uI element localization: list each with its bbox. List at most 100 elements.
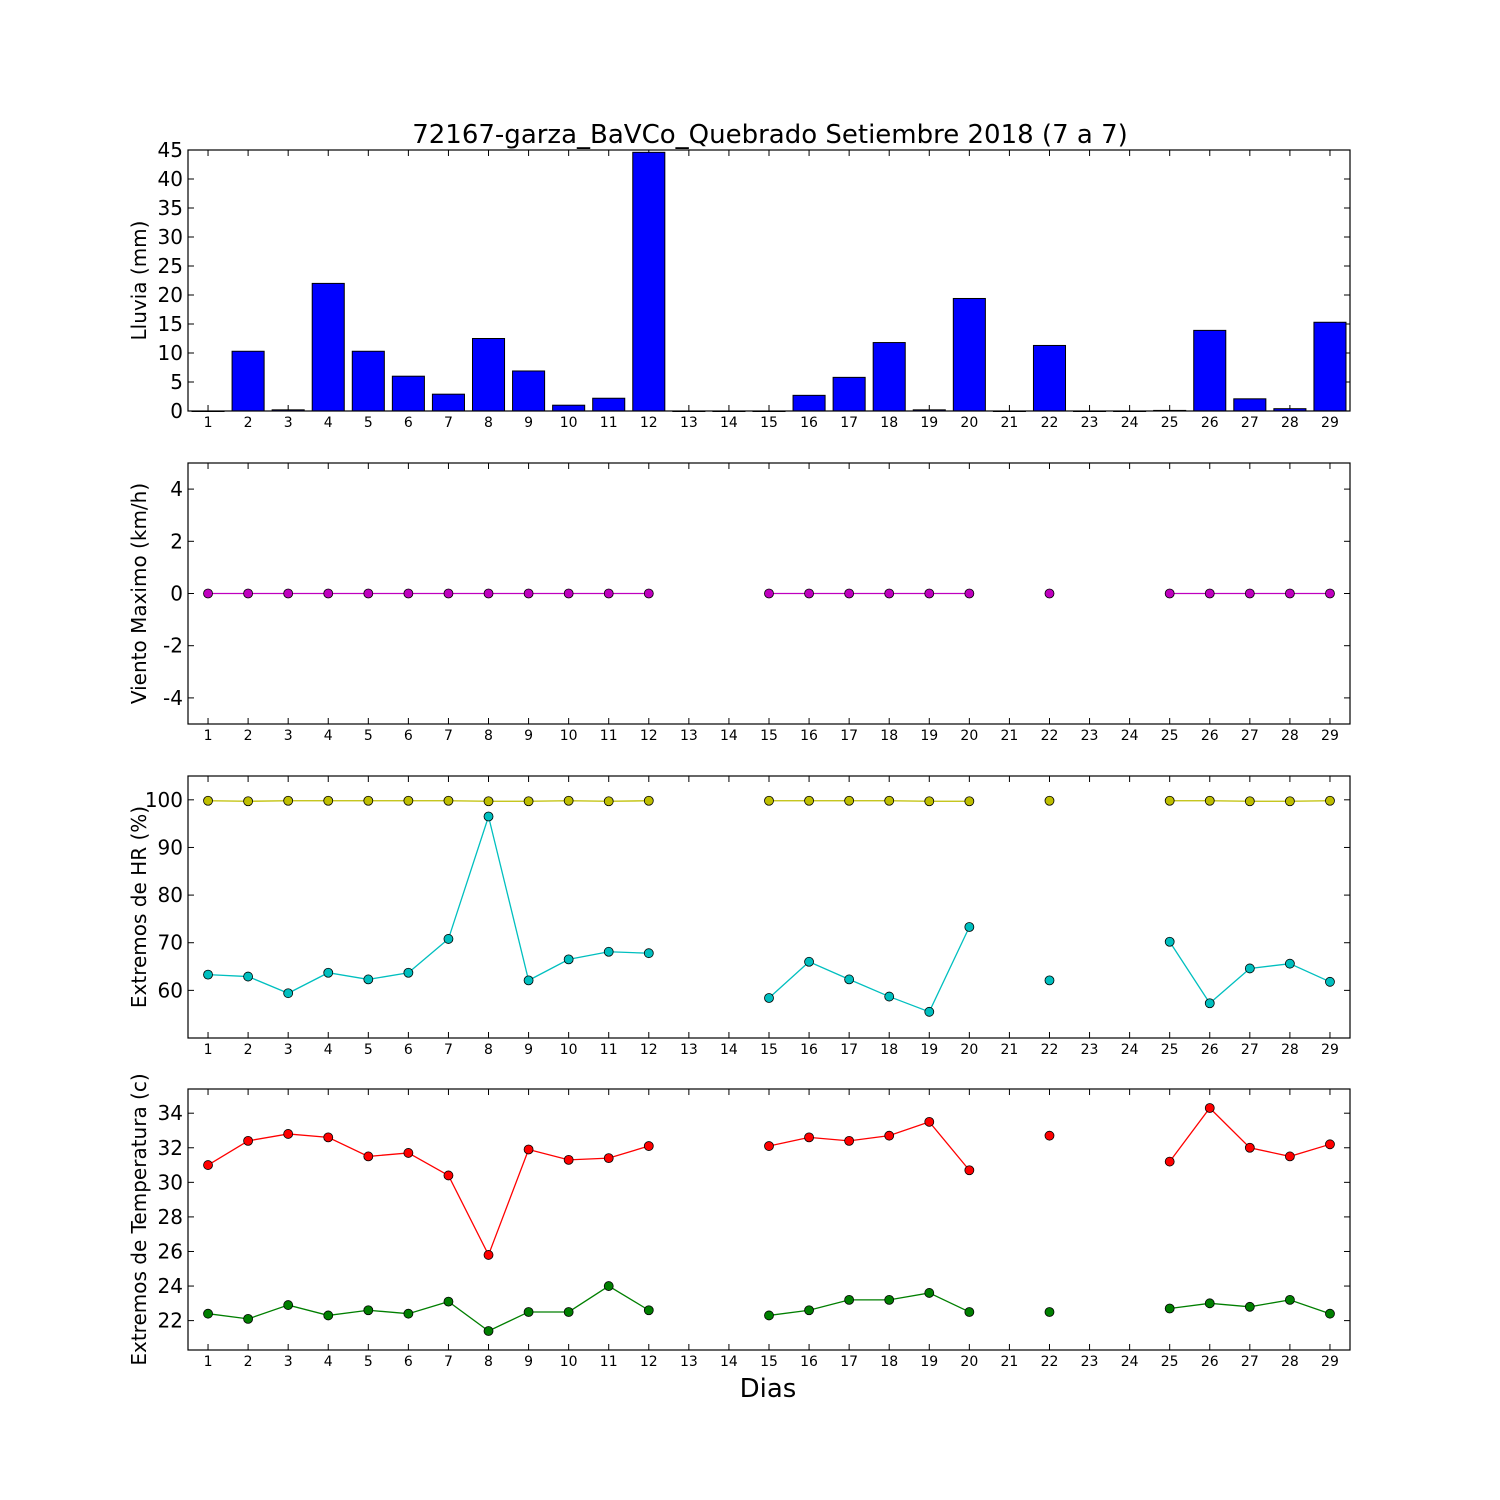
data-point (603, 1281, 614, 1291)
data-point (804, 1132, 814, 1143)
data-point (1284, 1151, 1295, 1162)
x-tick-label: 10 (560, 415, 578, 431)
x-tick-label: 10 (560, 1354, 578, 1370)
x-tick-label: 13 (680, 415, 698, 431)
y-tick-label: 80 (158, 883, 183, 907)
x-tick-label: 2 (244, 1042, 253, 1058)
data-point (844, 1135, 855, 1146)
data-point (643, 948, 654, 959)
series-line (768, 1292, 970, 1317)
data-point (403, 1148, 414, 1158)
bar (512, 370, 546, 412)
data-point (403, 588, 414, 599)
data-point (1284, 588, 1295, 599)
data-point (1044, 1130, 1055, 1141)
data-point (643, 795, 654, 806)
data-point (283, 588, 294, 599)
data-point (283, 988, 294, 999)
x-tick-label: 15 (760, 1354, 778, 1370)
x-tick-label: 23 (1081, 728, 1099, 744)
x-tick-label: 25 (1161, 728, 1179, 744)
y-tick-label: 25 (158, 254, 183, 278)
data-point (443, 934, 454, 944)
x-tick-label: 3 (284, 728, 293, 744)
x-tick-label: 26 (1201, 1042, 1219, 1058)
series-line (768, 1121, 970, 1171)
data-point (323, 795, 334, 806)
data-point (1164, 1156, 1175, 1167)
data-point (483, 811, 494, 822)
x-tick-label: 5 (364, 1354, 373, 1370)
data-point (643, 1141, 654, 1151)
data-point (1164, 936, 1175, 947)
x-tick-label: 1 (204, 1354, 213, 1370)
data-point (964, 796, 975, 807)
data-point (643, 588, 654, 599)
x-tick-label: 14 (720, 1042, 738, 1058)
data-point (1044, 795, 1055, 806)
data-point (924, 796, 935, 807)
x-tick-label: 29 (1321, 1354, 1339, 1370)
x-tick-label: 28 (1281, 728, 1299, 744)
y-tick-label: 10 (158, 341, 183, 365)
data-point (523, 1307, 534, 1317)
x-tick-label: 28 (1281, 1042, 1299, 1058)
y-tick-label: 2 (170, 529, 183, 553)
x-tick-label: 11 (600, 1042, 618, 1058)
data-point (403, 1308, 414, 1319)
data-point (764, 795, 774, 806)
bar (1233, 398, 1267, 412)
x-tick-label: 27 (1241, 1354, 1259, 1370)
data-point (1204, 588, 1215, 599)
y-tick-label: 0 (170, 399, 183, 423)
data-point (1204, 998, 1215, 1009)
data-point (1164, 588, 1175, 599)
data-point (1325, 976, 1335, 987)
x-tick-label: 28 (1281, 1354, 1299, 1370)
y-tick-label: 26 (158, 1239, 183, 1263)
data-point (203, 795, 213, 806)
data-point (363, 588, 374, 599)
x-tick-label: 9 (524, 1354, 533, 1370)
data-point (1325, 1308, 1335, 1319)
x-tick-label: 22 (1041, 1042, 1059, 1058)
x-tick-label: 18 (880, 1042, 898, 1058)
data-point (884, 1294, 895, 1305)
data-point (523, 1144, 534, 1155)
data-point (884, 1130, 895, 1141)
y-axis-label: Viento Maximo (km/h) (127, 483, 151, 704)
x-tick-label: 1 (204, 1042, 213, 1058)
data-point (764, 1310, 774, 1321)
x-tick-label: 12 (640, 1042, 658, 1058)
data-point (483, 796, 494, 807)
x-tick-label: 20 (960, 728, 978, 744)
data-point (243, 796, 254, 807)
y-tick-label: 24 (158, 1274, 183, 1298)
data-point (483, 588, 494, 599)
y-axis-label: Extremos de HR (%) (127, 806, 151, 1008)
data-point (563, 1154, 574, 1165)
x-tick-label: 5 (364, 728, 373, 744)
bar (431, 393, 465, 412)
y-tick-label: 28 (158, 1205, 183, 1229)
data-point (483, 1250, 494, 1260)
y-tick-label: 30 (158, 225, 183, 249)
x-tick-label: 15 (760, 415, 778, 431)
data-point (283, 1300, 294, 1310)
data-point (1284, 1294, 1295, 1305)
x-tick-label: 14 (720, 728, 738, 744)
data-point (283, 795, 294, 806)
x-axis-label: Dias (740, 1374, 797, 1404)
data-point (924, 1006, 935, 1017)
data-point (1325, 1139, 1335, 1150)
x-tick-label: 6 (404, 728, 413, 744)
data-point (1204, 795, 1215, 806)
data-point (804, 1305, 814, 1316)
data-point (844, 1294, 855, 1305)
x-tick-label: 26 (1201, 1354, 1219, 1370)
x-tick-label: 20 (960, 1042, 978, 1058)
x-tick-label: 25 (1161, 1042, 1179, 1058)
x-tick-label: 11 (600, 1354, 618, 1370)
y-tick-label: -4 (163, 686, 183, 710)
